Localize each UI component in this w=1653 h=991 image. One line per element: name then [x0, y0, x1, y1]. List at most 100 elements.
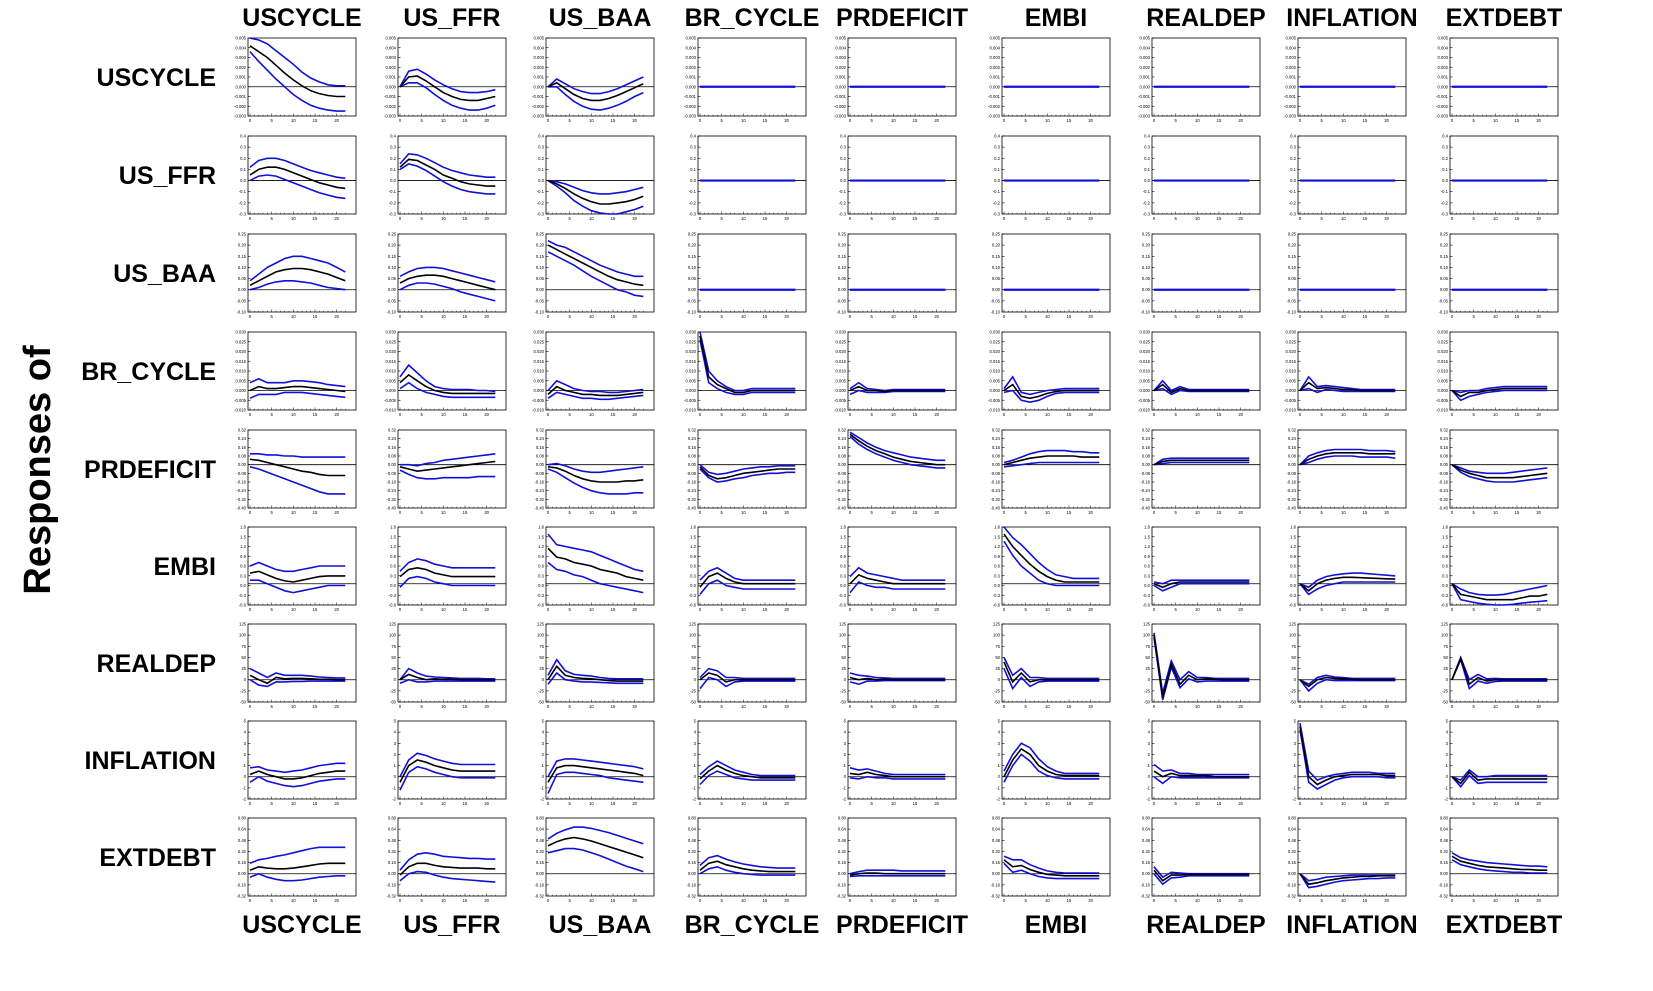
- x-tick-label: 15: [913, 216, 918, 221]
- panel-frame: [397, 429, 507, 509]
- x-tick-label: 10: [291, 510, 296, 515]
- upper-band-line: [249, 667, 346, 679]
- panel-frame: [247, 331, 357, 411]
- x-tick-label: 10: [1045, 801, 1050, 806]
- panel-frame: [1151, 233, 1261, 313]
- y-tick-label: 0.002: [534, 65, 545, 70]
- x-tick-label: 20: [334, 607, 339, 612]
- upper-band-line: [1451, 583, 1548, 596]
- panel-frame: [1001, 526, 1111, 606]
- y-tick-label: -0.40: [534, 506, 544, 511]
- x-tick-label: 20: [784, 607, 789, 612]
- y-tick-label: 25: [539, 666, 544, 671]
- column-label-bottom-br-cycle: BR_CYCLE: [685, 911, 820, 939]
- y-tick-label: -0.05: [686, 298, 696, 303]
- y-tick-label: 0.08: [1142, 454, 1151, 459]
- x-tick-label: 0: [399, 314, 402, 319]
- x-tick-label: 10: [1045, 510, 1050, 515]
- y-tick-label: 0.64: [1288, 827, 1297, 832]
- y-tick-label: 0: [542, 677, 545, 682]
- y-tick-label: 0.030: [990, 330, 1001, 335]
- y-tick-label: 0.010: [386, 369, 397, 374]
- y-tick-label: -2: [1292, 797, 1296, 802]
- upper-band-line: [399, 68, 496, 94]
- y-tick-label: 0.000: [1438, 388, 1449, 393]
- y-tick-label: 0.10: [688, 265, 697, 270]
- panel-frame: [1151, 623, 1261, 703]
- y-tick-label: 0.0: [538, 583, 544, 588]
- y-tick-label: -0.10: [534, 310, 544, 315]
- upper-band-line: [1003, 855, 1100, 874]
- y-tick-label: 0.1: [994, 167, 1000, 172]
- x-tick-label: 15: [1363, 607, 1368, 612]
- y-tick-label: 1.2: [538, 544, 544, 549]
- y-tick-label: 1.5: [240, 534, 246, 539]
- response-line: [699, 672, 796, 683]
- y-tick-label: -0.10: [386, 310, 396, 315]
- y-tick-label: -1: [842, 785, 846, 790]
- y-tick-label: -0.32: [1286, 497, 1296, 502]
- y-tick-label: 0.003: [1140, 55, 1151, 60]
- x-tick-label: 20: [784, 118, 789, 123]
- y-tick-label: 100: [1441, 633, 1449, 638]
- x-tick-label: 10: [441, 704, 446, 709]
- panel-prdeficit-to-us-ffr: 0.32 0.24 0.16 0.08 0.00 -0.08 -0.16 -0.24 -0.32…: [386, 428, 507, 515]
- x-tick-label: 5: [270, 801, 273, 806]
- x-tick-label: 5: [870, 510, 873, 515]
- x-tick-label: 10: [291, 704, 296, 709]
- response-line: [399, 759, 496, 783]
- y-tick-label: 3: [1294, 741, 1297, 746]
- y-tick-label: 1: [394, 763, 397, 768]
- upper-band-line: [849, 767, 946, 776]
- lower-band-line: [849, 679, 946, 686]
- y-tick-label: -0.3: [1441, 212, 1449, 217]
- y-tick-label: 0.001: [236, 75, 247, 80]
- lower-band-line: [849, 875, 946, 878]
- y-tick-label: -0.2: [1143, 200, 1151, 205]
- y-tick-label: 0.002: [1286, 65, 1297, 70]
- lower-band-line: [399, 765, 496, 791]
- response-line: [1299, 726, 1396, 786]
- y-tick-label: 0.003: [686, 55, 697, 60]
- x-tick-label: 15: [763, 118, 768, 123]
- x-tick-label: 10: [891, 801, 896, 806]
- row-label-uscycle: USCYCLE: [97, 64, 216, 92]
- panel-frame: [1449, 135, 1559, 215]
- panel-extdebt-to-extdebt: 0.80 0.64 0.48 0.32 0.16 0.00 -0.16 -0.320 5 10 15…: [1438, 816, 1559, 903]
- y-tick-label: 0.002: [1140, 65, 1151, 70]
- y-tick-label: 0.6: [840, 564, 846, 569]
- row-label-realdep: REALDEP: [97, 650, 216, 678]
- upper-band-line: [699, 667, 796, 680]
- y-tick-label: 0.3: [690, 145, 696, 150]
- y-tick-label: 50: [1443, 655, 1448, 660]
- lower-band-line: [399, 82, 496, 111]
- y-tick-label: -0.08: [686, 471, 696, 476]
- upper-band-line: [1153, 632, 1250, 694]
- y-tick-label: -0.010: [834, 408, 847, 413]
- x-tick-label: 20: [1238, 118, 1243, 123]
- y-tick-label: -0.1: [839, 189, 847, 194]
- column-label-top-us-ffr: US_FFR: [403, 4, 500, 32]
- y-tick-label: 0.002: [686, 65, 697, 70]
- panel-frame: [1001, 720, 1111, 800]
- lower-band-line: [1003, 461, 1100, 468]
- y-tick-label: 0.005: [686, 36, 697, 41]
- x-tick-label: 20: [784, 412, 789, 417]
- lower-band-line: [1451, 464, 1548, 483]
- x-tick-label: 15: [913, 412, 918, 417]
- y-tick-label: 0.030: [534, 330, 545, 335]
- y-tick-label: 0.16: [388, 445, 397, 450]
- y-tick-label: 0.00: [688, 871, 697, 876]
- x-tick-label: 15: [1363, 898, 1368, 903]
- y-tick-label: -0.3: [1441, 593, 1449, 598]
- y-tick-label: 0.16: [688, 860, 697, 865]
- y-tick-label: -0.40: [1286, 506, 1296, 511]
- y-tick-label: 0.005: [1140, 36, 1151, 41]
- y-tick-label: 0.000: [990, 388, 1001, 393]
- x-tick-label: 0: [849, 704, 852, 709]
- lower-band-line: [399, 469, 496, 480]
- y-tick-label: 1.2: [1144, 544, 1150, 549]
- y-tick-label: -0.005: [532, 398, 545, 403]
